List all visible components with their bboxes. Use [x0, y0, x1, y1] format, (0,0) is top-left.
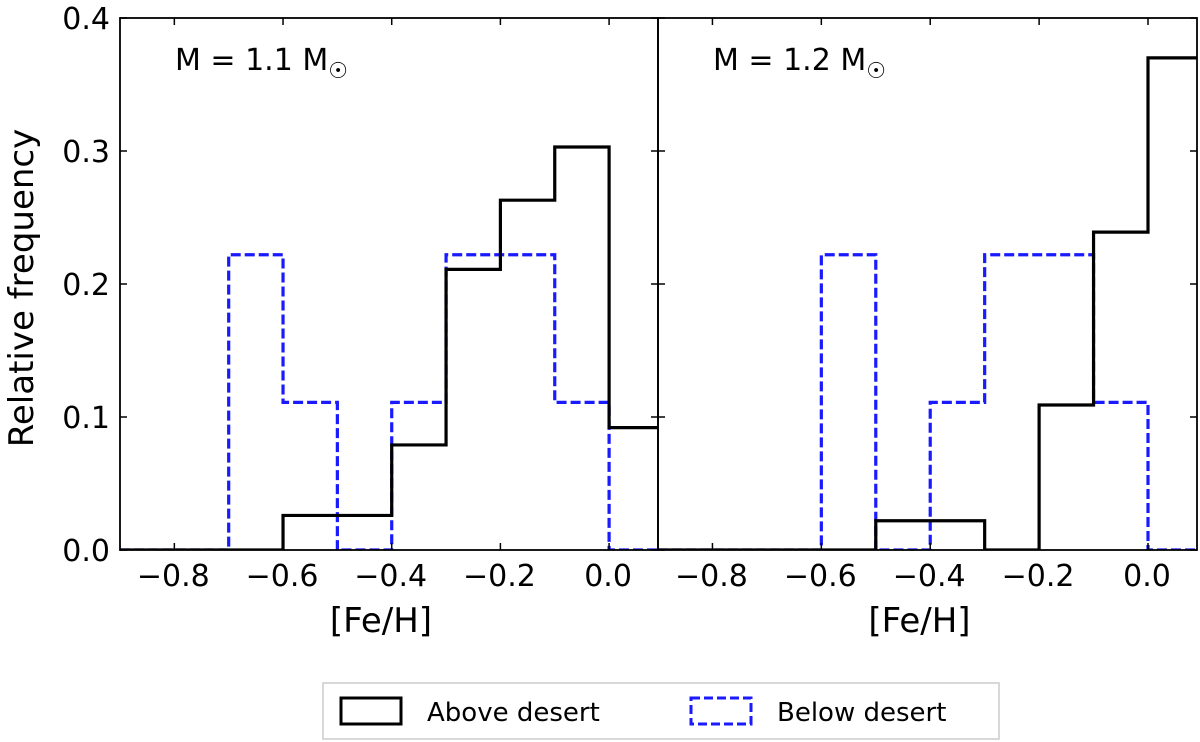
histogram-above-desert-panel-1: [120, 145, 658, 550]
solar-mass-symbol: ☉: [328, 59, 348, 84]
y-tick-label: 0.2: [62, 268, 110, 303]
x-tick-label: −0.4: [893, 559, 966, 594]
plot-layer: −0.8 −0.6 −0.4 −0.2 0.0[Fe/H]M = 1.1 M☉−0.8−…: [62, 2, 1198, 641]
solar-mass-symbol: ☉: [866, 59, 886, 84]
x-tick-label: 0.0: [584, 559, 632, 594]
y-tick-label: 0.1: [62, 401, 110, 436]
y-tick-label: 0.4: [62, 2, 110, 37]
x-axis-title: [Fe/H]: [868, 601, 970, 641]
x-axis-title: [Fe/H]: [330, 601, 432, 641]
x-tick-label: −0.4: [354, 559, 427, 594]
legend-label-above-desert: Above desert: [427, 698, 600, 728]
legend-label-below-desert: Below desert: [777, 698, 946, 728]
y-axis-title: Relative frequency: [2, 129, 42, 447]
x-tick-label: −0.2: [463, 559, 536, 594]
x-tick-label: 0.0: [1123, 559, 1171, 594]
y-tick-label: 0.3: [62, 135, 110, 170]
histogram-below-desert-panel-2: [658, 253, 1197, 550]
legend-frame: [322, 682, 1000, 740]
histogram-above-desert-panel-2: [658, 56, 1197, 550]
x-tick-label: −0.8: [137, 559, 210, 594]
legend: Above desert Below desert: [322, 682, 1000, 740]
panel-2: −0.8 −0.6 −0.4 −0.2 0.0 [Fe/H] M = 1.2 M☉: [657, 17, 1198, 641]
x-tick-label: −0.2: [1002, 559, 1075, 594]
legend-swatch-below-desert: [689, 696, 753, 726]
panel-mass-label: M = 1.2 M☉: [713, 43, 886, 84]
panel-mass-label: M = 1.1 M☉: [175, 43, 348, 84]
legend-swatch-above-desert: [339, 696, 403, 726]
x-tick-label: −0.8: [675, 559, 748, 594]
histogram-below-desert-panel-1: [120, 253, 658, 550]
y-tick-label: 0.0: [62, 534, 110, 569]
x-tick-label: −0.6: [246, 559, 319, 594]
panel-1: −0.8 −0.6 −0.4 −0.2 0.0 [Fe/H] M = 1.1 M☉: [119, 17, 659, 641]
x-tick-label: −0.6: [784, 559, 857, 594]
